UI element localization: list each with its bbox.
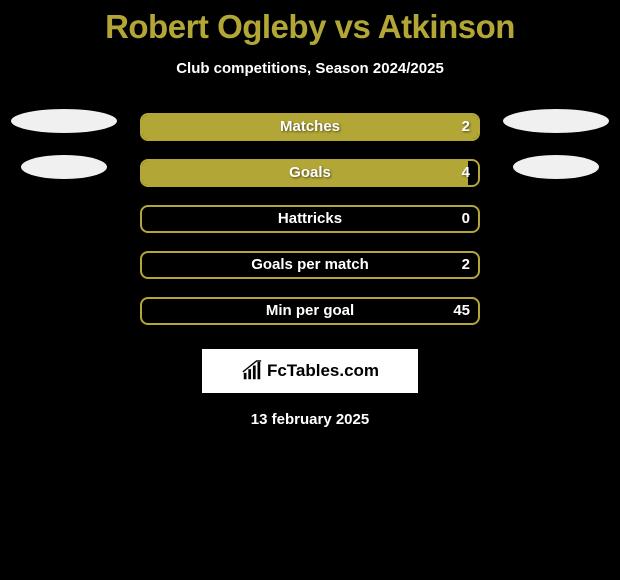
stat-bar-fill [142,161,468,185]
source-logo: FcTables.com [202,349,418,393]
source-logo-text: FcTables.com [267,361,379,381]
player-photo-placeholder [21,155,107,179]
player-photo-placeholder [11,109,117,133]
snapshot-date: 13 february 2025 [0,411,620,428]
player-photo-placeholder [503,109,609,133]
stat-bar-track [140,113,480,141]
page-title: Robert Ogleby vs Atkinson [0,0,620,46]
left-player-photos [4,109,124,179]
stat-row: Matches 2 [140,109,480,145]
stat-row: Goals 4 [140,155,480,191]
bar-chart-icon [241,360,263,382]
stat-row: Goals per match 2 [140,247,480,283]
player-photo-placeholder [513,155,599,179]
stat-bar-track [140,205,480,233]
stat-row: Hattricks 0 [140,201,480,237]
stat-bar-track [140,251,480,279]
right-player-photos [496,109,616,179]
stat-bars: Matches 2 Goals 4 Hattricks 0 Goals per … [140,109,480,329]
comparison-content: Matches 2 Goals 4 Hattricks 0 Goals per … [0,109,620,428]
stat-bar-track [140,297,480,325]
subtitle: Club competitions, Season 2024/2025 [0,60,620,77]
stat-bar-fill [142,115,478,139]
stat-row: Min per goal 45 [140,293,480,329]
stat-bar-track [140,159,480,187]
